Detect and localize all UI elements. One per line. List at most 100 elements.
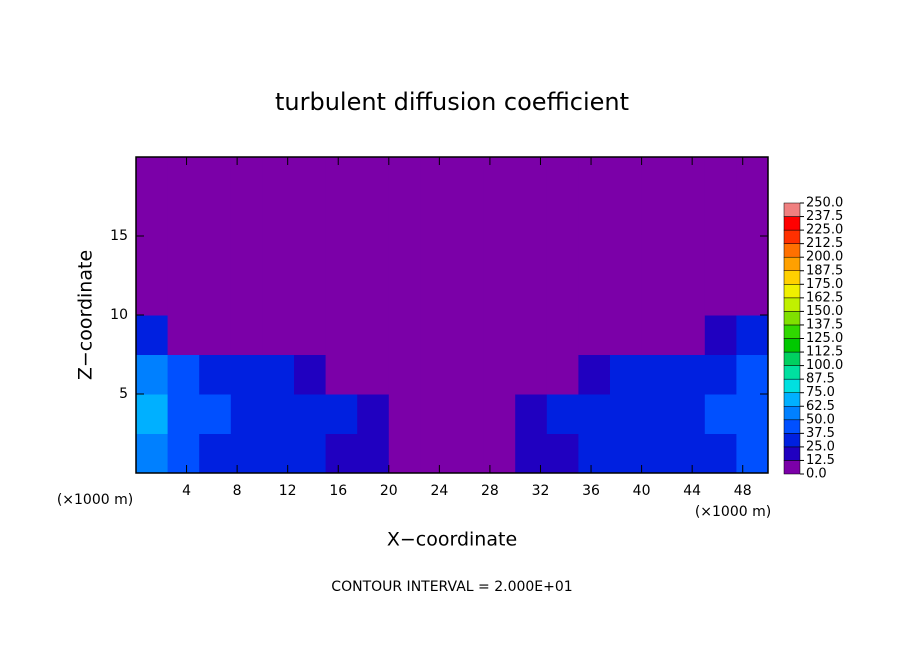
heat-cell — [546, 157, 579, 197]
heat-cell — [388, 157, 421, 197]
heat-cell — [420, 354, 453, 395]
heat-cell — [262, 394, 295, 434]
heat-cell — [736, 275, 769, 316]
heat-cell — [230, 236, 263, 276]
heat-cell — [452, 433, 485, 474]
heat-cell — [515, 394, 548, 434]
heat-cell — [610, 394, 643, 434]
heat-cell — [136, 157, 169, 197]
heat-cell — [388, 394, 421, 434]
heat-cell — [704, 196, 737, 237]
heat-cell — [452, 157, 485, 197]
heat-cell — [262, 315, 295, 355]
heat-cell — [483, 354, 516, 395]
heat-cell — [515, 354, 548, 395]
colorbar-label: 225.0 — [806, 223, 843, 238]
colorbar-label: 25.0 — [806, 439, 835, 454]
colorbar-label: 125.0 — [806, 331, 843, 346]
heat-cell — [167, 315, 200, 355]
heat-cell — [641, 433, 674, 474]
heat-cell — [483, 157, 516, 197]
heat-cell — [325, 354, 358, 395]
heat-cell — [673, 196, 706, 237]
heat-cell — [704, 315, 737, 355]
heat-cell — [641, 157, 674, 197]
heat-cell — [515, 196, 548, 237]
heat-cell — [199, 275, 232, 316]
heat-cell — [578, 433, 611, 474]
heat-cell — [578, 236, 611, 276]
heat-cell — [167, 433, 200, 474]
heat-cell — [325, 275, 358, 316]
heat-cell — [136, 236, 169, 276]
heat-cell — [294, 275, 327, 316]
heat-cell — [610, 275, 643, 316]
heat-cell — [704, 236, 737, 276]
heat-cell — [167, 394, 200, 434]
heat-cell — [294, 236, 327, 276]
heat-cell — [230, 157, 263, 197]
heat-cell — [515, 157, 548, 197]
heat-cell — [230, 315, 263, 355]
heat-cell — [294, 394, 327, 434]
x-tick-label: 32 — [532, 483, 550, 499]
colorbar-box — [783, 365, 801, 380]
heat-cell — [420, 394, 453, 434]
heat-cell — [420, 315, 453, 355]
heat-cell — [610, 196, 643, 237]
colorbar-box — [783, 460, 801, 475]
heat-cell — [483, 236, 516, 276]
y-tick-label: 15 — [110, 228, 128, 244]
x-tick-label: 16 — [329, 483, 347, 499]
x-tick-label: 40 — [633, 483, 651, 499]
heat-cell — [610, 354, 643, 395]
heat-cell — [610, 236, 643, 276]
colorbar-box — [783, 243, 801, 258]
colorbar-label: 75.0 — [806, 385, 835, 400]
heat-cell — [357, 354, 390, 395]
heat-cell — [673, 433, 706, 474]
heat-cell — [230, 275, 263, 316]
heat-cell — [294, 354, 327, 395]
heat-cell — [483, 315, 516, 355]
heat-cell — [420, 157, 453, 197]
heat-cell — [262, 433, 295, 474]
heat-cell — [452, 275, 485, 316]
heat-cell — [167, 275, 200, 316]
heat-cell — [578, 275, 611, 316]
heat-cell — [262, 275, 295, 316]
colorbar-box — [783, 284, 801, 299]
heat-cell — [515, 236, 548, 276]
heat-cell — [736, 433, 769, 474]
colorbar-box — [783, 338, 801, 353]
heat-cell — [294, 157, 327, 197]
annotation: CONTOUR INTERVAL = 2.000E+01 — [331, 579, 572, 595]
colorbar-label: 187.5 — [806, 263, 843, 278]
heat-cell — [167, 157, 200, 197]
colorbar-label: 100.0 — [806, 358, 843, 373]
heat-cell — [610, 315, 643, 355]
heat-cell — [515, 275, 548, 316]
heat-cell — [515, 315, 548, 355]
heat-cell — [483, 394, 516, 434]
heat-cell — [357, 157, 390, 197]
heat-cell — [641, 236, 674, 276]
colorbar-label: 12.5 — [806, 453, 835, 468]
colorbar-label: 37.5 — [806, 426, 835, 441]
heat-cell — [357, 275, 390, 316]
heat-cell — [578, 354, 611, 395]
heat-cell — [452, 196, 485, 237]
colorbar-label: 175.0 — [806, 277, 843, 292]
heat-cell — [483, 196, 516, 237]
heat-cell — [325, 196, 358, 237]
x-tick-label: 24 — [430, 483, 448, 499]
y-tick-label: 5 — [119, 386, 128, 402]
heat-cell — [673, 157, 706, 197]
colorbar-label: 162.5 — [806, 290, 843, 305]
heat-cell — [641, 394, 674, 434]
heat-cell — [230, 394, 263, 434]
heat-cell — [641, 354, 674, 395]
x-tick-label: 20 — [380, 483, 398, 499]
heat-cell — [546, 275, 579, 316]
